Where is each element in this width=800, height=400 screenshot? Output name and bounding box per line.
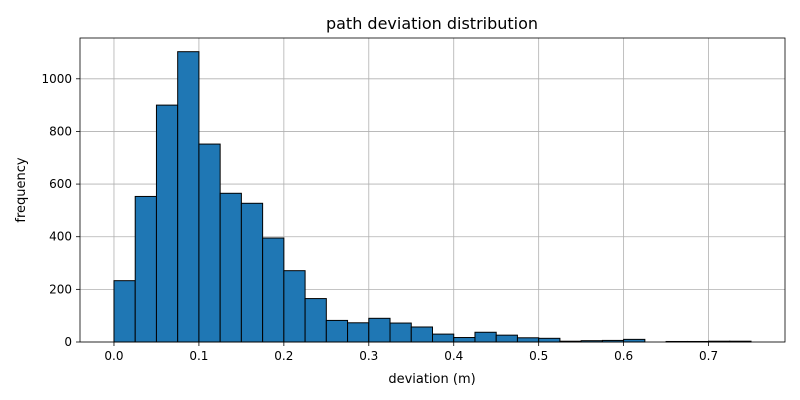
y-tick-label: 600 [49, 177, 72, 191]
histogram-bar [283, 270, 306, 343]
chart-title: path deviation distribution [326, 14, 538, 33]
x-tick-label: 0.3 [359, 349, 378, 363]
bars-layer [113, 51, 752, 343]
x-tick-label: 0.5 [529, 349, 548, 363]
histogram-bar [516, 337, 540, 343]
x-tick-label: 0.2 [274, 349, 293, 363]
histogram-bar [262, 237, 285, 343]
histogram-bar [134, 195, 157, 343]
x-tick-label: 0.1 [189, 349, 208, 363]
histogram-bar [304, 298, 327, 343]
x-tick-label: 0.7 [699, 349, 718, 363]
y-tick-label: 200 [49, 282, 72, 296]
histogram-bar [389, 322, 412, 343]
histogram-bar [495, 334, 518, 343]
axes-layer: 0.0 0.1 0.2 0.3 0.4 0.5 0.6 0.7 0 200 400 600 800 100… [41, 37, 786, 363]
histogram-bar [113, 280, 136, 343]
y-tick-label: 0 [64, 335, 72, 349]
y-axis-label: frequency [14, 157, 29, 223]
histogram-bar [347, 322, 370, 343]
histogram-bar [219, 192, 242, 343]
histogram-bar [453, 337, 476, 343]
y-tick-label: 1000 [41, 72, 72, 86]
plot-frame [79, 37, 786, 343]
histogram-bar [198, 143, 221, 343]
histogram-bar [240, 202, 264, 343]
histogram-bar [155, 104, 179, 343]
x-tick-label: 0.6 [614, 349, 633, 363]
x-axis-label: deviation (m) [388, 372, 475, 387]
y-tick-label: 800 [49, 124, 72, 138]
histogram-bar [410, 326, 433, 343]
x-tick-label: 0.4 [444, 349, 463, 363]
histogram-bar [368, 317, 391, 343]
histogram-bar [474, 331, 497, 343]
histogram-bar [177, 51, 200, 343]
x-tick-label: 0.0 [104, 349, 123, 363]
histogram-bar [432, 333, 455, 343]
y-tick-label: 400 [49, 230, 72, 244]
histogram-bar [538, 337, 561, 343]
histogram-bar [325, 319, 349, 343]
